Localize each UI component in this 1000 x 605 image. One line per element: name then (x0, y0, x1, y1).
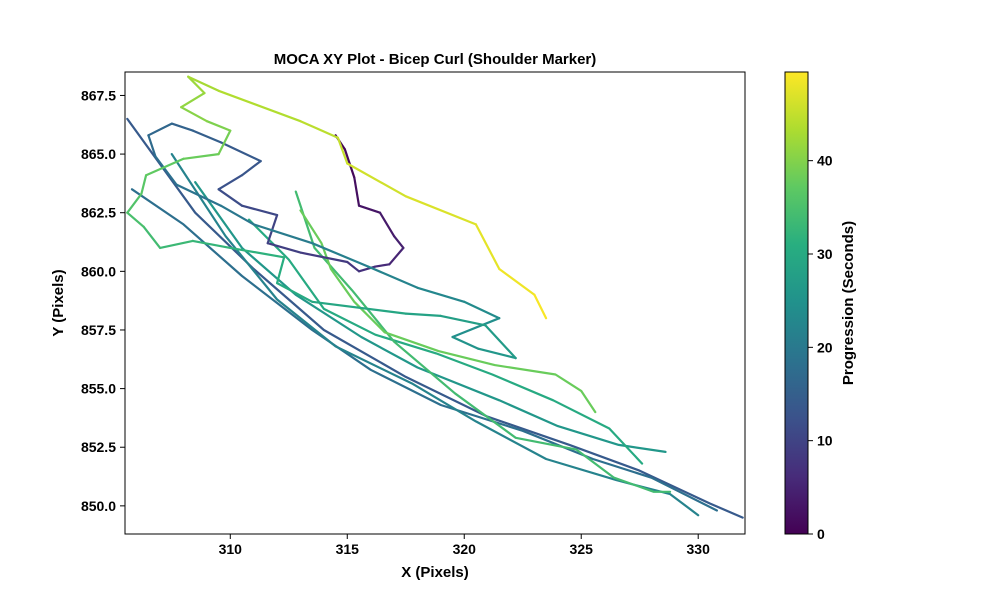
trajectory-segment (126, 211, 145, 228)
trajectory-segment (145, 157, 185, 177)
trajectory-segment (451, 335, 480, 350)
y-axis-label: Y (Pixels) (50, 269, 67, 336)
trajectory-segment (299, 120, 339, 139)
trajectory-segment (276, 282, 314, 303)
trajectory-segment (378, 211, 396, 238)
trajectory-segment (126, 192, 143, 214)
trajectory-pass-4 (194, 181, 667, 453)
trajectory-segment (147, 122, 173, 137)
trajectory-segment (311, 242, 370, 268)
trajectory-segment (180, 106, 208, 123)
trajectory-pass-5 (247, 218, 644, 465)
trajectory-segment (353, 176, 361, 207)
trajectory-segment (311, 300, 407, 315)
y-tick-label: 865.0 (81, 146, 116, 162)
trajectory-pass-1 (126, 117, 744, 519)
colorbar-tick-label: 40 (817, 153, 833, 169)
trajectory-segment (219, 204, 255, 226)
trajectory-segment (388, 246, 405, 266)
trajectory-segment (142, 225, 162, 249)
trajectory-segment (159, 239, 194, 249)
trajectory-segment (191, 129, 222, 144)
x-tick-label: 320 (453, 541, 477, 557)
x-tick-label: 330 (687, 541, 711, 557)
trajectory-segment (533, 293, 548, 320)
trajectory-segment (187, 75, 206, 95)
trajectory-segment (240, 160, 262, 177)
trajectory-segment (187, 75, 220, 92)
trajectory-segment (393, 235, 405, 249)
x-tick-label: 325 (570, 541, 594, 557)
trajectory-segment (463, 300, 501, 320)
trajectory-segment (357, 204, 382, 214)
chart-title: MOCA XY Plot - Bicep Curl (Shoulder Mark… (274, 51, 597, 68)
trajectory-segment (343, 148, 356, 179)
trajectory-segment (219, 141, 262, 163)
trajectory-segment (477, 347, 517, 360)
trajectory-segment (170, 122, 194, 132)
trajectory-segment (299, 251, 349, 264)
colorbar-tick-label: 20 (817, 339, 833, 355)
trajectory-segment (346, 260, 361, 273)
y-tick-label: 852.5 (81, 439, 116, 455)
y-tick-label: 867.5 (81, 87, 116, 103)
trajectory-segment (252, 223, 314, 245)
trajectory-segment (182, 153, 220, 160)
trajectory-segment (217, 174, 244, 191)
trajectory-segment (266, 242, 302, 254)
y-tick-label: 862.5 (81, 205, 116, 221)
colorbar-ticks: 0 10 20 30 40 (808, 153, 833, 542)
trajectory-segment (217, 89, 302, 123)
trajectory-segment (416, 286, 466, 303)
trajectory-segment (367, 265, 419, 289)
trajectory-segment (175, 183, 222, 207)
plot-frame (124, 71, 746, 535)
trajectory-segment (191, 239, 232, 249)
trajectory-segment (276, 256, 286, 285)
trajectory-segment (498, 267, 536, 296)
trajectory-segment (484, 324, 517, 360)
trajectory-segment (205, 120, 232, 132)
x-axis-ticks: 310 315 320 325 330 (219, 534, 710, 557)
trajectory-segment (346, 162, 407, 198)
trajectory-pass-6 (294, 190, 672, 493)
y-axis-ticks: 850.0 852.5 855.0 857.5 860.0 862.5 865.0 867.5 (81, 87, 125, 514)
x-tick-label: 315 (336, 541, 360, 557)
trajectory-segment (217, 188, 244, 207)
trajectory-segment (474, 223, 501, 271)
x-axis-label: X (Pixels) (401, 564, 469, 581)
trajectory-segment (266, 214, 279, 245)
colorbar-tick-label: 10 (817, 433, 833, 449)
trajectory-segment (147, 134, 157, 158)
trajectory-segment (229, 246, 286, 259)
y-tick-label: 860.0 (81, 263, 116, 279)
trajectory-segment (154, 155, 178, 186)
trajectory-segment (180, 91, 206, 109)
colorbar-tick-label: 30 (817, 246, 833, 262)
colorbar-tick-label: 0 (817, 526, 825, 542)
trajectory-segment (336, 136, 349, 165)
y-tick-label: 850.0 (81, 498, 116, 514)
trajectory-pass-2 (130, 188, 719, 512)
y-tick-label: 857.5 (81, 322, 116, 338)
colorbar (784, 71, 809, 535)
trajectory-segment (140, 174, 148, 195)
trajectory-segment (404, 312, 442, 317)
trajectory-segment (451, 317, 501, 339)
trajectory-segment (240, 204, 279, 217)
x-tick-label: 310 (219, 541, 243, 557)
trajectory-pass-7 (299, 209, 597, 414)
trajectory-segment (374, 263, 391, 268)
trajectory-segment (217, 129, 232, 156)
trajectory-segment (404, 195, 477, 226)
trajectory-layer (126, 75, 744, 519)
trajectory-segment (439, 314, 487, 327)
colorbar-label: Progression (Seconds) (840, 221, 857, 385)
y-tick-label: 855.0 (81, 381, 116, 397)
